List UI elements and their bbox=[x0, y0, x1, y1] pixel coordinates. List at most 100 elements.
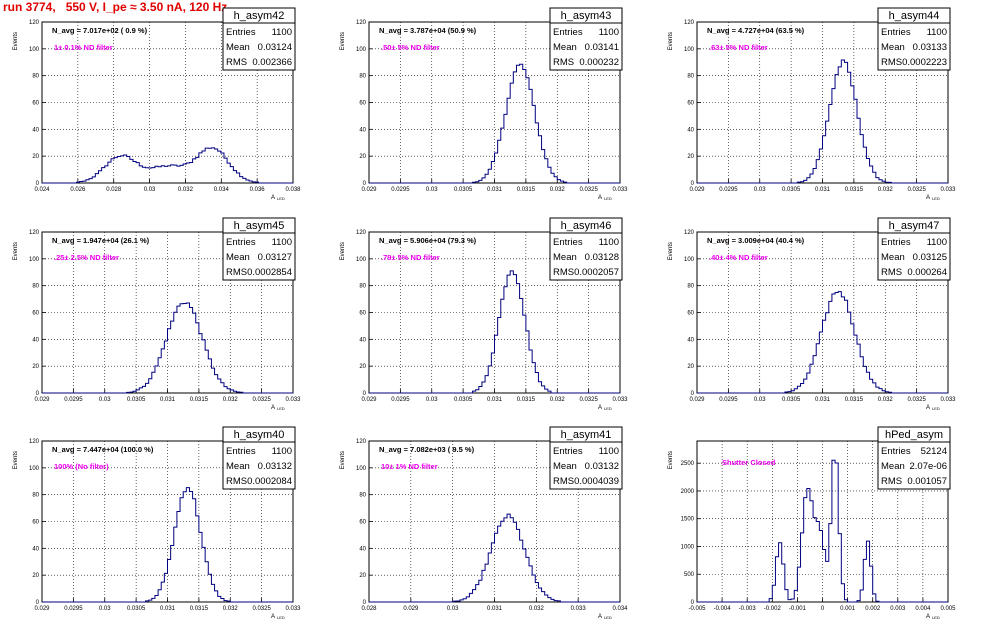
stats-label: Entries bbox=[553, 27, 583, 38]
x-tick-label: 0.0315 bbox=[190, 397, 209, 403]
y-tick-label: 120 bbox=[29, 230, 40, 236]
stats-label: Mean bbox=[553, 252, 577, 263]
y-tick-label: 80 bbox=[359, 284, 366, 290]
navg-label: N_avg = 3.009e+04 (40.4 %) bbox=[707, 236, 805, 245]
y-tick-label: 60 bbox=[32, 101, 39, 107]
y-tick-label: 80 bbox=[359, 493, 366, 499]
x-tick-label: 0.0305 bbox=[782, 187, 801, 193]
x-tick-label: 0.03 bbox=[99, 397, 111, 403]
stats-label: RMS bbox=[226, 476, 247, 487]
y-tick-label: 0 bbox=[36, 181, 40, 187]
y-tick-label: 80 bbox=[687, 74, 694, 80]
y-tick-label: 60 bbox=[687, 311, 694, 317]
histogram-panel-h_asym44: 0.029 0.0295 0.03 0.0305 0.031 0.0315 0.032 0.0… bbox=[668, 7, 956, 201]
y-tick-label: 40 bbox=[687, 127, 694, 133]
y-tick-label: 0 bbox=[691, 181, 695, 187]
x-tick-label: 0.031 bbox=[487, 397, 503, 403]
x-tick-label: 0.029 bbox=[403, 606, 419, 612]
histogram-line bbox=[697, 291, 948, 394]
x-tick-label: 0.0325 bbox=[252, 606, 271, 612]
y-tick-label: 60 bbox=[32, 520, 39, 526]
stats-value: 0.03127 bbox=[258, 252, 292, 263]
y-tick-label: 60 bbox=[359, 311, 366, 317]
x-tick-label: 0.0305 bbox=[782, 397, 801, 403]
stats-value: 0.0004039 bbox=[574, 476, 619, 487]
stats-value: 1100 bbox=[927, 237, 947, 248]
stats-label: RMS bbox=[226, 57, 247, 68]
y-tick-label: 40 bbox=[32, 127, 39, 133]
y-tick-label: 80 bbox=[32, 74, 39, 80]
x-tick-label: 0.0315 bbox=[517, 187, 536, 193]
x-tick-label: 0.029 bbox=[34, 606, 50, 612]
stats-value: 0.0002223 bbox=[902, 57, 947, 68]
stats-value: 0.0002084 bbox=[247, 476, 292, 487]
x-tick-label: 0.033 bbox=[612, 187, 628, 193]
y-axis-title: Events bbox=[13, 451, 19, 469]
x-tick-label: 0.0305 bbox=[454, 187, 473, 193]
stats-box bbox=[549, 7, 623, 71]
y-axis-title: Events bbox=[668, 451, 674, 469]
stats-value: 0.03133 bbox=[913, 42, 947, 53]
x-tick-label: 0.0315 bbox=[845, 187, 864, 193]
stats-value: 1100 bbox=[599, 27, 619, 38]
navg-label: N_avg = 1.947e+04 (26.1 %) bbox=[52, 236, 150, 245]
x-axis-title: A LED bbox=[271, 405, 285, 411]
x-tick-label: 0 bbox=[821, 606, 825, 612]
y-tick-label: 20 bbox=[687, 154, 694, 160]
y-tick-label: 20 bbox=[359, 364, 366, 370]
stats-label: Mean bbox=[226, 252, 250, 263]
histogram-line bbox=[42, 147, 293, 184]
stats-value: 1100 bbox=[272, 446, 292, 457]
x-tick-label: 0.029 bbox=[361, 187, 377, 193]
histogram-title: h_asym46 bbox=[561, 220, 612, 232]
histogram-title: h_asym45 bbox=[234, 220, 285, 232]
histogram-line bbox=[42, 487, 293, 603]
x-tick-label: 0.0295 bbox=[64, 397, 83, 403]
stats-label: Mean bbox=[881, 42, 905, 53]
x-tick-label: 0.034 bbox=[612, 606, 628, 612]
x-axis-title: A LED bbox=[598, 195, 612, 201]
stats-value: 0.002366 bbox=[252, 57, 292, 68]
stats-value: 0.000232 bbox=[579, 57, 619, 68]
y-tick-label: 20 bbox=[32, 364, 39, 370]
stats-value: 1100 bbox=[272, 27, 292, 38]
histogram-title: h_asym47 bbox=[889, 220, 940, 232]
stats-label: Entries bbox=[553, 237, 583, 248]
x-tick-label: -0.005 bbox=[688, 606, 706, 612]
stats-box bbox=[877, 426, 951, 490]
x-tick-label: 0.03 bbox=[99, 606, 111, 612]
stats-label: Mean bbox=[553, 42, 577, 53]
histogram-title: h_asym42 bbox=[234, 10, 285, 22]
stats-label: Entries bbox=[881, 446, 911, 457]
y-tick-label: 40 bbox=[32, 546, 39, 552]
stats-label: RMS bbox=[881, 57, 902, 68]
navg-label: N_avg = 7.017e+02 ( 0.9 %) bbox=[52, 26, 148, 35]
y-tick-label: 0 bbox=[36, 391, 40, 397]
x-tick-label: -0.003 bbox=[739, 606, 757, 612]
filter-label: 1± 0.1% ND filter bbox=[54, 43, 113, 52]
stats-box bbox=[877, 217, 951, 281]
stats-value: 0.0002057 bbox=[574, 267, 619, 278]
x-tick-label: 0.0305 bbox=[127, 606, 146, 612]
stats-label: Mean bbox=[881, 461, 905, 472]
x-tick-label: 0.0325 bbox=[907, 187, 926, 193]
x-axis-title: A LED bbox=[598, 405, 612, 411]
y-tick-label: 0 bbox=[363, 181, 367, 187]
x-tick-label: 0.032 bbox=[550, 397, 566, 403]
y-tick-label: 40 bbox=[359, 337, 366, 343]
x-tick-label: 0.0325 bbox=[907, 397, 926, 403]
y-tick-label: 1500 bbox=[681, 517, 695, 523]
x-tick-label: 0.032 bbox=[223, 397, 239, 403]
y-axis-title: Events bbox=[340, 32, 346, 50]
stats-value: 52124 bbox=[921, 446, 947, 457]
histogram-panel-h_asym41: 0.028 0.029 0.03 0.031 0.032 0.033 0.034 0 20 40 6… bbox=[340, 426, 628, 620]
x-tick-label: 0.033 bbox=[612, 397, 628, 403]
y-tick-label: 40 bbox=[359, 127, 366, 133]
filter-label: .79± 5% ND filter bbox=[381, 253, 440, 262]
histogram-line bbox=[697, 59, 948, 184]
stats-box bbox=[877, 7, 951, 71]
stats-value: 1100 bbox=[927, 27, 947, 38]
x-axis-title: A LED bbox=[926, 195, 940, 201]
stats-label: RMS bbox=[553, 476, 574, 487]
stats-label: Mean bbox=[553, 461, 577, 472]
